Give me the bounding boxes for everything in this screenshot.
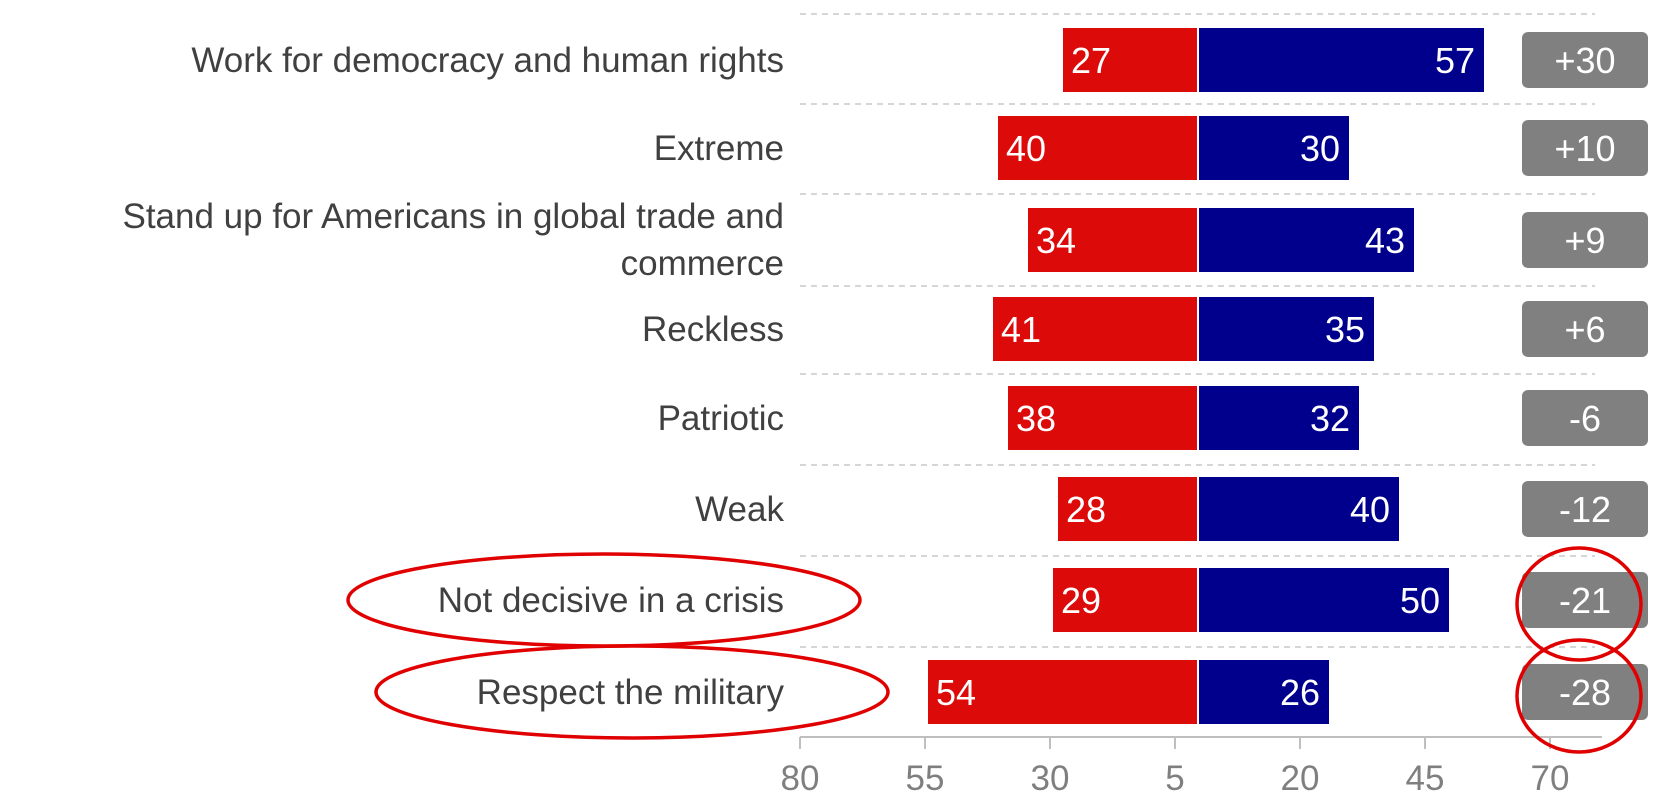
bar-left [1008,386,1197,450]
difference-badge [1522,212,1648,268]
x-tick-label: 80 [781,759,820,798]
difference-label: +30 [1554,40,1615,81]
difference-badge [1522,301,1648,357]
bar-label-left: 34 [1036,220,1076,261]
difference-label: -6 [1569,398,1601,439]
x-tick-label: 70 [1531,759,1570,798]
difference-label: +10 [1554,128,1615,169]
bar-left [1053,568,1197,632]
bar-label-right: 43 [1365,220,1405,261]
bar-label-right: 32 [1310,398,1350,439]
bar-left [1063,28,1197,92]
x-tick-label: 45 [1406,759,1445,798]
bar-left [993,297,1197,361]
category-label: Patriotic [657,398,784,438]
difference-label: +6 [1564,309,1605,350]
bar-label-right: 57 [1435,40,1475,81]
x-tick-label: 30 [1031,759,1070,798]
bar-right [1199,568,1449,632]
highlight-circle [1515,638,1643,754]
bar-left [1058,477,1197,541]
category-label: Stand up for Americans in global trade a… [122,197,784,284]
bar-right [1199,297,1374,361]
bar-label-right: 30 [1300,128,1340,169]
bar-right [1199,208,1414,272]
x-tick-label: 55 [906,759,945,798]
bar-label-left: 28 [1066,489,1106,530]
difference-label: +9 [1564,220,1605,261]
bar-label-left: 41 [1001,309,1041,350]
category-label: Weak [695,489,784,529]
difference-badge [1522,32,1648,88]
category-label: Reckless [642,309,784,349]
bar-right [1199,660,1329,724]
category-label: Respect the military [476,672,784,712]
category-label: Not decisive in a crisis [437,580,784,620]
bar-label-left: 27 [1071,40,1111,81]
bar-label-left: 40 [1006,128,1046,169]
highlight-ellipse [346,552,862,648]
difference-badge [1522,664,1648,720]
bar-right [1199,477,1399,541]
difference-badge [1522,390,1648,446]
bar-label-right: 50 [1400,580,1440,621]
bar-left [1028,208,1197,272]
bar-label-left: 54 [936,672,976,713]
bar-left [998,116,1197,180]
difference-label: -21 [1559,580,1611,621]
highlight-ellipse [374,644,890,740]
difference-badge [1522,481,1648,537]
x-tick-label: 5 [1165,759,1184,798]
bar-label-right: 40 [1350,489,1390,530]
category-label: Work for democracy and human rights [191,40,784,80]
bar-label-left: 38 [1016,398,1056,439]
bar-right [1199,116,1349,180]
bar-right [1199,28,1484,92]
difference-label: -28 [1559,672,1611,713]
bar-label-right: 26 [1280,672,1320,713]
bar-left [928,660,1197,724]
difference-badge [1522,572,1648,628]
category-label: Extreme [653,128,784,168]
bar-label-left: 29 [1061,580,1101,621]
difference-label: -12 [1559,489,1611,530]
highlight-circle [1515,546,1643,662]
difference-badge [1522,120,1648,176]
bar-right [1199,386,1359,450]
bar-label-right: 35 [1325,309,1365,350]
x-tick-label: 20 [1281,759,1320,798]
